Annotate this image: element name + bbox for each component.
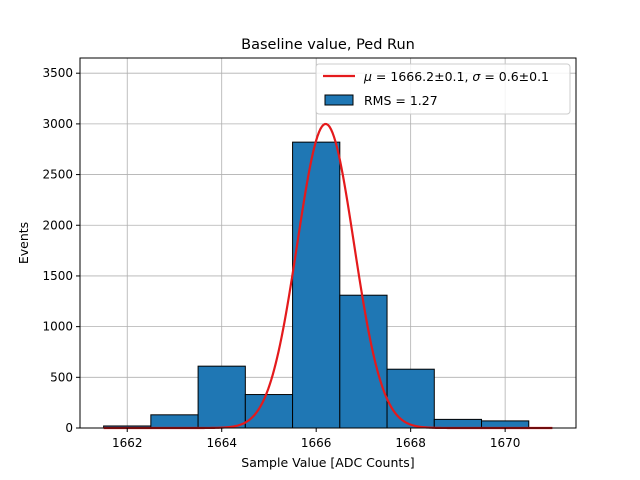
legend-box xyxy=(315,63,571,115)
y-tick-label-0: 0 xyxy=(65,421,73,435)
plot-frame xyxy=(79,57,577,429)
legend-mu-symbol: μ xyxy=(363,69,372,84)
histogram-bar-6 xyxy=(386,368,435,429)
y-tick-label-3: 1500 xyxy=(42,269,73,283)
histogram-bar-2 xyxy=(197,365,246,429)
histogram-bar-4 xyxy=(292,141,341,429)
histogram-bar-1 xyxy=(150,414,199,429)
y-tick-label-1: 500 xyxy=(50,370,73,384)
x-axis-label: Sample Value [ADC Counts] xyxy=(241,455,414,470)
histogram-bar-5 xyxy=(339,294,388,429)
histogram-bar-3 xyxy=(244,394,294,429)
legend-sigma-symbol: σ xyxy=(472,69,481,84)
y-tick-label-2: 1000 xyxy=(42,320,73,334)
x-axis-ticks: 1662 1664 1666 1668 1670 xyxy=(112,428,520,450)
y-tick-label-7: 3500 xyxy=(42,66,73,80)
x-tick-label-0: 1662 xyxy=(112,436,143,450)
x-tick-label-4: 1670 xyxy=(490,436,521,450)
histogram-bars xyxy=(103,141,530,429)
legend-hist-swatch xyxy=(324,94,354,106)
y-tick-label-4: 2000 xyxy=(42,218,73,232)
y-axis-ticks: 0 500 1000 1500 2000 2500 3000 3500 xyxy=(42,66,80,435)
histogram-bar-7 xyxy=(433,418,483,429)
x-tick-label-3: 1668 xyxy=(395,436,426,450)
legend: μ = 1666.2±0.1, σ = 0.6±0.1 RMS = 1.27 xyxy=(315,63,571,115)
y-axis-label: Events xyxy=(16,222,31,264)
chart-title: Baseline value, Ped Run xyxy=(241,37,415,53)
x-tick-label-1: 1664 xyxy=(206,436,237,450)
legend-sigma-text: = 0.6±0.1 xyxy=(480,69,549,84)
legend-fit-label: μ = 1666.2±0.1, σ = 0.6±0.1 xyxy=(363,69,549,84)
legend-hist-label: RMS = 1.27 xyxy=(364,93,438,108)
legend-mu-text: = 1666.2±0.1, xyxy=(372,69,472,84)
y-tick-label-5: 2500 xyxy=(42,168,73,182)
y-tick-label-6: 3000 xyxy=(42,117,73,131)
x-tick-label-2: 1666 xyxy=(301,436,332,450)
